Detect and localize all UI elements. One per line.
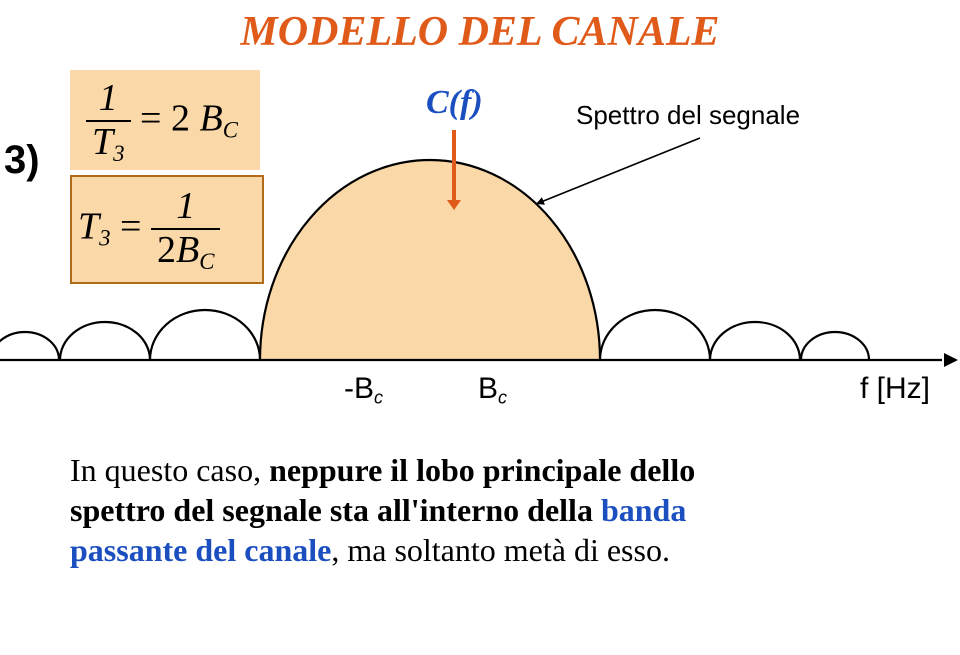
axis-label-bc-text: B [478, 372, 498, 405]
caption-l1b: neppure il lobo principale dello [269, 452, 695, 488]
stage: MODELLO DEL CANALE 3) 1 T3 = 2 BC T3 = 1… [0, 0, 960, 655]
page-title: MODELLO DEL CANALE [0, 8, 960, 56]
axis-label-bc-sub: c [498, 387, 507, 407]
caption-l1a: In questo caso, [70, 452, 269, 488]
axis-label-minus-bc-sub: c [374, 387, 383, 407]
caption-band2: passante del canale [70, 532, 331, 568]
spectrum-plot [0, 130, 960, 390]
cf-label: C(f) [426, 84, 483, 122]
eq1-num: 1 [86, 78, 131, 122]
spettro-label: Spettro del segnale [576, 100, 800, 131]
caption-band1: banda [601, 492, 686, 528]
caption-l2a: spettro del segnale sta all'interno dell… [70, 492, 601, 528]
caption: In questo caso, neppure il lobo principa… [70, 450, 910, 570]
axis-label-minus-bc-text: -B [344, 372, 374, 405]
axis-label-minus-bc: -Bc [344, 372, 383, 408]
caption-l3b: , ma soltanto metà di esso. [331, 532, 670, 568]
axis-label-fhz: f [Hz] [860, 372, 930, 406]
axis-label-bc: Bc [478, 372, 507, 408]
